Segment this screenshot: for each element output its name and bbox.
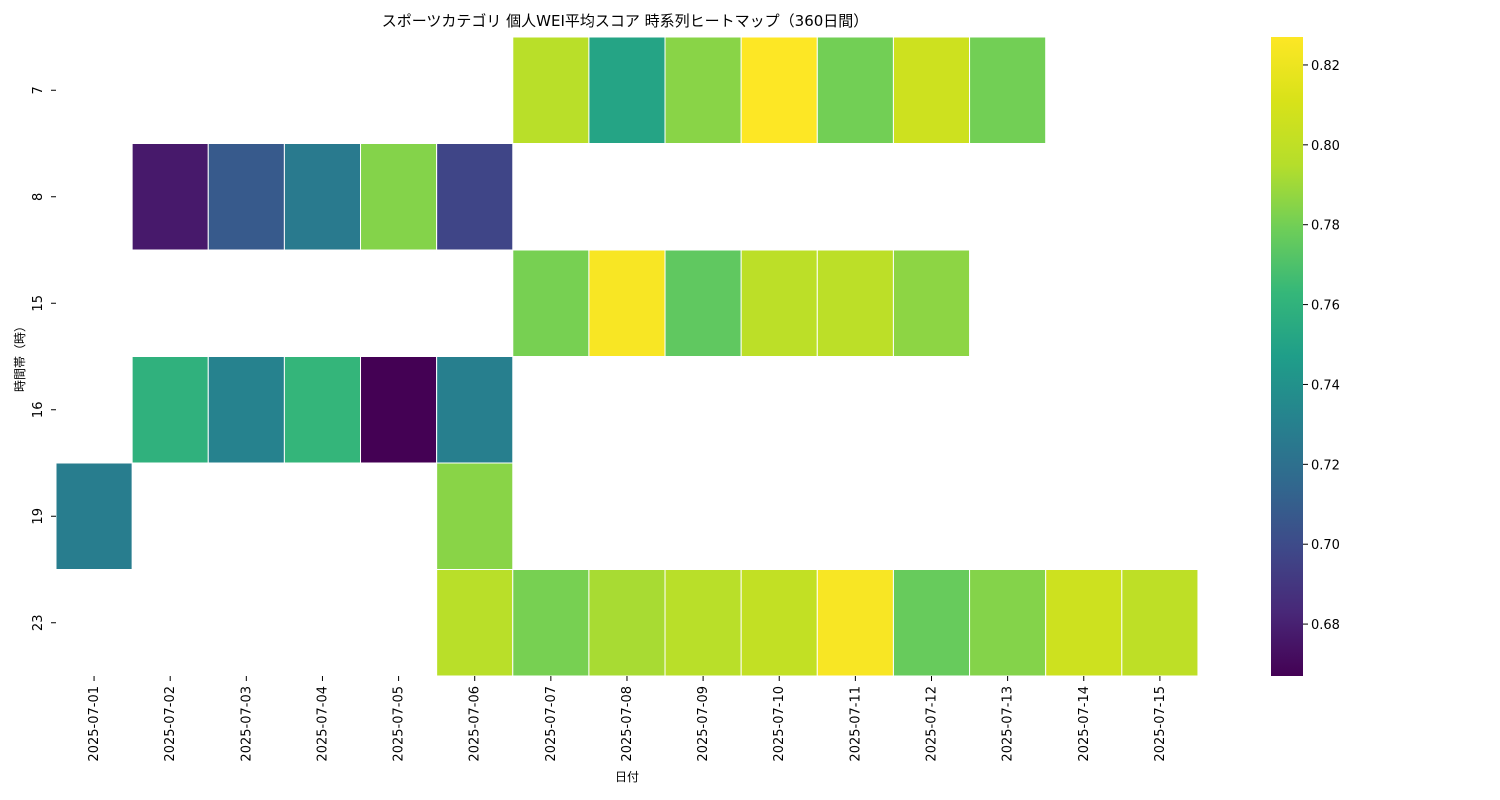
- colorbar-tick-label: 0.76: [1311, 299, 1340, 314]
- heatmap-cell: [664, 36, 742, 144]
- x-tick-label: 2025-07-01: [87, 686, 102, 762]
- heatmap-cell: [1045, 569, 1123, 677]
- x-tick-label: 2025-07-12: [925, 686, 940, 762]
- x-tick-label: 2025-07-03: [239, 686, 254, 762]
- heatmap-cell: [588, 249, 666, 357]
- heatmap-cell: [588, 36, 666, 144]
- heatmap-cell: [969, 569, 1047, 677]
- heatmap-cell: [436, 356, 514, 464]
- heatmap-cell: [512, 36, 590, 144]
- heatmap-cell: [816, 36, 894, 144]
- y-tick-label: 16: [31, 402, 46, 419]
- x-tick-label: 2025-07-13: [1001, 686, 1016, 762]
- colorbar: [1271, 37, 1303, 676]
- x-tick-label: 2025-07-04: [316, 686, 331, 762]
- heatmap-cell: [283, 143, 362, 251]
- heatmap-cell: [664, 249, 742, 357]
- heatmap-cell: [207, 143, 285, 251]
- y-axis-label: 時間帯（時）: [13, 320, 27, 392]
- heatmap-cell: [436, 569, 514, 677]
- x-tick-label: 2025-07-11: [848, 686, 863, 762]
- y-axis-ticks: 7 8 15 16 19 23: [31, 86, 56, 631]
- y-tick-label: 23: [31, 615, 46, 632]
- colorbar-tick-label: 0.78: [1311, 219, 1340, 234]
- colorbar-tick-label: 0.70: [1311, 538, 1340, 553]
- heatmap-cell: [512, 569, 590, 677]
- heatmap-cell: [664, 569, 742, 677]
- x-tick-label: 2025-07-06: [468, 686, 483, 762]
- heatmap-cell: [816, 249, 894, 357]
- heatmap-cell: [816, 569, 894, 677]
- heatmap-cells: [55, 36, 1199, 677]
- x-tick-label: 2025-07-15: [1153, 686, 1168, 762]
- heatmap-cell: [892, 249, 971, 357]
- y-tick-label: 8: [31, 193, 46, 201]
- heatmap-cell: [740, 569, 818, 677]
- colorbar-tick-label: 0.72: [1311, 458, 1340, 473]
- colorbar-ticks: 0.68 0.70 0.72 0.74 0.76 0.78 0.80 0.82: [1303, 59, 1340, 633]
- heatmap-cell: [969, 36, 1047, 144]
- heatmap-cell: [436, 143, 514, 251]
- heatmap-cell: [740, 249, 818, 357]
- colorbar-tick-label: 0.80: [1311, 139, 1340, 154]
- x-tick-label: 2025-07-05: [392, 686, 407, 762]
- colorbar-tick-label: 0.68: [1311, 618, 1340, 633]
- x-tick-label: 2025-07-07: [544, 686, 559, 762]
- colorbar-tick-label: 0.82: [1311, 59, 1340, 74]
- x-tick-label: 2025-07-02: [163, 686, 178, 762]
- colorbar-tick-label: 0.74: [1311, 379, 1340, 394]
- heatmap-cell: [588, 569, 666, 677]
- y-tick-label: 7: [31, 86, 46, 94]
- heatmap-cell: [892, 569, 971, 677]
- heatmap-cell: [740, 36, 818, 144]
- x-axis-label: 日付: [615, 770, 639, 784]
- y-tick-label: 15: [31, 295, 46, 312]
- x-tick-label: 2025-07-10: [772, 686, 787, 762]
- heatmap-cell: [207, 356, 285, 464]
- x-tick-label: 2025-07-09: [696, 686, 711, 762]
- heatmap-cell: [55, 462, 133, 570]
- y-tick-label: 19: [31, 508, 46, 525]
- heatmap-cell: [360, 356, 438, 464]
- heatmap-cell: [892, 36, 971, 144]
- x-tick-label: 2025-07-08: [620, 686, 635, 762]
- heatmap-cell: [283, 356, 362, 464]
- chart-title: スポーツカテゴリ 個人WEI平均スコア 時系列ヒートマップ（360日間）: [382, 12, 869, 30]
- heatmap-cell: [436, 462, 514, 570]
- x-tick-label: 2025-07-14: [1077, 686, 1092, 762]
- heatmap-cell: [512, 249, 590, 357]
- heatmap-cell: [360, 143, 438, 251]
- heatmap-cell: [1121, 569, 1199, 677]
- heatmap-cell: [131, 143, 209, 251]
- heatmap-cell: [131, 356, 209, 464]
- x-axis-ticks: 2025-07-01 2025-07-02 2025-07-03 2025-07-04…: [87, 676, 1168, 762]
